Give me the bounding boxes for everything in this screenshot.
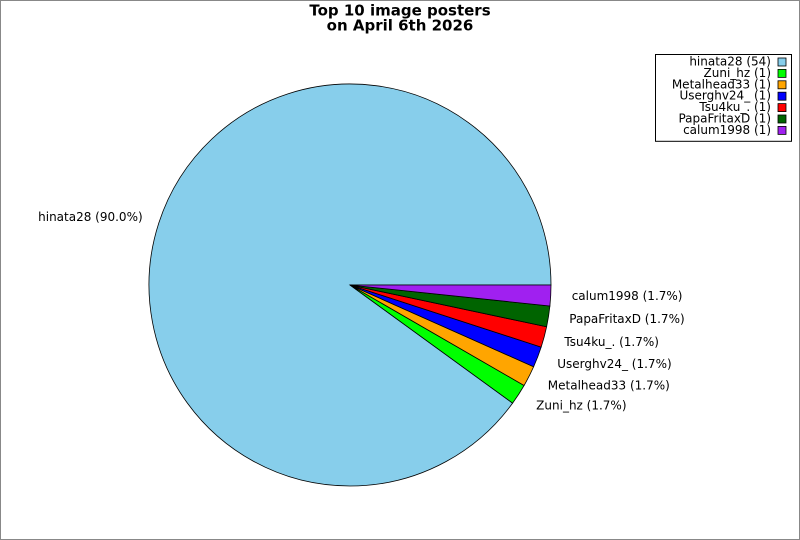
- legend-label: hinata28 (54): [689, 55, 771, 69]
- legend-label: Userghv24_ (1): [679, 89, 771, 103]
- legend-label: PapaFritaxD (1): [678, 112, 771, 126]
- legend-swatch: [777, 103, 787, 112]
- slice-label: Zuni_hz (1.7%): [536, 398, 626, 412]
- chart-title: Top 10 image posters: [309, 2, 490, 20]
- legend-label: Zuni_hz (1): [704, 66, 771, 80]
- pie-slice: [349, 284, 552, 307]
- slice-label: calum1998 (1.7%): [572, 289, 683, 303]
- legend-swatch: [777, 69, 787, 78]
- legend-label: Tsu4ku_. (1): [698, 100, 771, 114]
- slice-label: Userghv24_ (1.7%): [557, 357, 671, 371]
- legend-swatch: [777, 91, 787, 101]
- slice-label: hinata28 (90.0%): [38, 210, 143, 224]
- legend-label: Metalhead33 (1): [672, 77, 771, 91]
- chart-subtitle: on April 6th 2026: [327, 17, 474, 35]
- legend-swatch: [777, 57, 787, 67]
- slice-label: PapaFritaxD (1.7%): [569, 312, 684, 326]
- legend-label: calum1998 (1): [683, 123, 771, 137]
- legend-box: [655, 54, 792, 142]
- legend-swatch: [777, 114, 787, 124]
- legend-swatch: [777, 80, 787, 90]
- slice-label: Tsu4ku_. (1.7%): [563, 335, 659, 349]
- legend-swatch: [777, 126, 787, 135]
- slice-label: Metalhead33 (1.7%): [548, 378, 670, 392]
